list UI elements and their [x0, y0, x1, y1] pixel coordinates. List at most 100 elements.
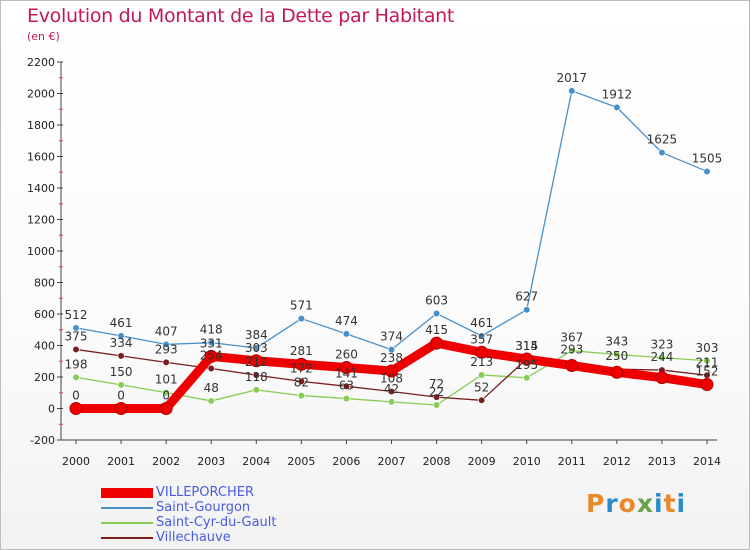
data-point [342, 382, 351, 390]
y-tick-label: 400 [34, 340, 55, 353]
data-point [658, 148, 666, 157]
data-label: 254 [200, 348, 223, 362]
logo-letter: o [618, 489, 637, 518]
data-point [339, 361, 353, 375]
data-point [162, 388, 170, 397]
y-tick-label: 0 [48, 403, 55, 416]
data-label: 334 [110, 336, 133, 350]
legend-label: Villechauve [156, 530, 231, 545]
y-tick-label: 1200 [27, 214, 55, 227]
x-tick-label: 2007 [378, 455, 406, 468]
data-point [568, 87, 576, 95]
data-point [342, 394, 351, 403]
data-point [432, 393, 441, 401]
series-layer [69, 87, 714, 415]
y-tick-label: 2200 [27, 56, 55, 69]
x-tick-label: 2012 [603, 455, 631, 468]
y-tick-label: 1800 [27, 119, 55, 132]
logo-letter: x [636, 489, 654, 518]
y-tick-label: 1000 [27, 245, 55, 258]
data-label: 2017 [557, 71, 588, 85]
x-tick-label: 2001 [107, 455, 135, 468]
data-point [207, 364, 215, 373]
data-point [430, 336, 444, 350]
data-label: 211 [696, 355, 719, 369]
legend-swatch [101, 507, 153, 509]
x-tick-label: 2006 [332, 455, 360, 468]
data-label: 357 [470, 332, 493, 346]
data-point [610, 365, 624, 379]
data-point [117, 352, 125, 360]
x-tick-label: 2011 [558, 455, 586, 468]
data-point [387, 387, 396, 396]
legend-label: Saint-Cyr-du-Gault [156, 515, 277, 530]
data-label: 314 [515, 339, 538, 353]
y-tick-label: 1600 [27, 151, 55, 164]
data-point [432, 309, 441, 318]
data-point [385, 364, 398, 378]
data-point [703, 167, 711, 176]
data-label: 198 [65, 357, 88, 371]
x-tick-label: 2008 [423, 455, 451, 468]
logo-letter: t [663, 489, 677, 518]
data-point [204, 349, 218, 363]
data-label: 303 [696, 341, 719, 355]
data-label: 281 [290, 344, 313, 358]
data-point [565, 359, 579, 373]
data-point [159, 402, 173, 415]
data-point [523, 306, 531, 314]
data-label: 1912 [602, 87, 633, 101]
data-label: 118 [245, 370, 268, 384]
data-point [297, 377, 305, 386]
data-point [478, 332, 486, 340]
legend-label: VILLEPORCHER [156, 485, 254, 500]
chart-title: Evolution du Montant de la Dette par Hab… [27, 5, 455, 27]
x-tick-label: 2010 [513, 455, 541, 468]
logo-letter: i [676, 489, 687, 518]
data-point [700, 378, 714, 392]
data-label: 461 [470, 316, 493, 330]
data-label: 108 [380, 371, 403, 385]
data-point [294, 357, 308, 371]
x-tick-label: 2002 [152, 455, 180, 468]
data-point [475, 345, 489, 359]
data-label: 627 [515, 290, 538, 304]
data-label: 343 [605, 334, 628, 348]
logo-letter: i [654, 489, 664, 518]
data-label: 415 [425, 323, 448, 337]
data-label: 1625 [647, 133, 678, 147]
data-label: 152 [696, 365, 719, 379]
data-point [568, 347, 576, 355]
logo-letter: P [586, 489, 606, 518]
data-label: 367 [560, 331, 583, 345]
data-label: 375 [65, 329, 88, 343]
data-point [207, 339, 215, 347]
y-tick-label: 1400 [27, 182, 55, 195]
legend-label: Saint-Gourgon [156, 500, 251, 515]
y-tick-label: 2000 [27, 88, 55, 101]
data-label: 260 [335, 348, 358, 362]
data-point [117, 332, 125, 340]
data-point [655, 371, 669, 385]
data-label: 384 [245, 328, 268, 342]
data-label: 22 [429, 385, 444, 399]
data-label: 0 [72, 389, 80, 403]
series-line-1 [75, 90, 708, 351]
data-point [162, 358, 170, 366]
data-point [342, 330, 351, 338]
data-label: 150 [110, 365, 133, 379]
data-point [520, 352, 534, 366]
data-point [72, 324, 80, 332]
data-point [703, 357, 711, 365]
data-point [207, 397, 215, 405]
data-point [252, 386, 260, 394]
data-label: 1505 [692, 151, 723, 165]
x-tick-label: 2005 [287, 455, 315, 468]
data-label: 418 [200, 323, 223, 337]
data-point [114, 402, 128, 415]
data-point [117, 381, 125, 389]
data-label: 303 [245, 341, 268, 355]
data-point [387, 398, 396, 406]
